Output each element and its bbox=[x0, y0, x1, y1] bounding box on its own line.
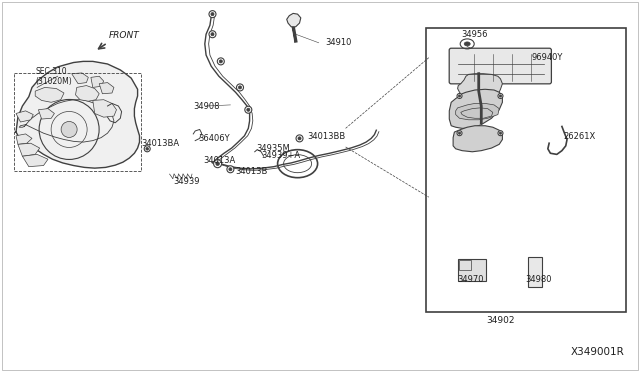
Circle shape bbox=[216, 162, 220, 166]
Text: 34980: 34980 bbox=[525, 275, 551, 283]
Bar bbox=[14, 73, 141, 171]
Text: 34956: 34956 bbox=[461, 30, 487, 39]
Circle shape bbox=[144, 146, 150, 152]
Circle shape bbox=[457, 131, 462, 136]
Ellipse shape bbox=[464, 42, 470, 46]
Circle shape bbox=[498, 93, 503, 99]
Polygon shape bbox=[38, 109, 54, 119]
Text: 36406Y: 36406Y bbox=[198, 134, 230, 143]
Bar bbox=[459, 260, 471, 270]
Text: 34013A: 34013A bbox=[204, 156, 236, 165]
Text: X349001R: X349001R bbox=[570, 347, 624, 357]
Text: 96940Y: 96940Y bbox=[531, 53, 563, 62]
Text: 34939: 34939 bbox=[173, 177, 199, 186]
Text: 34935M: 34935M bbox=[256, 144, 290, 153]
Text: SEC.310
(31020M): SEC.310 (31020M) bbox=[35, 67, 72, 86]
Circle shape bbox=[499, 95, 502, 97]
Circle shape bbox=[239, 86, 241, 89]
Text: FRONT: FRONT bbox=[109, 31, 140, 40]
Circle shape bbox=[457, 93, 462, 99]
Bar bbox=[528, 257, 542, 287]
Circle shape bbox=[146, 147, 148, 150]
Circle shape bbox=[245, 106, 252, 113]
Polygon shape bbox=[287, 13, 301, 27]
Polygon shape bbox=[458, 74, 502, 100]
Polygon shape bbox=[22, 154, 48, 167]
Text: 34902: 34902 bbox=[486, 316, 515, 325]
Circle shape bbox=[458, 132, 461, 134]
Polygon shape bbox=[456, 103, 499, 120]
Polygon shape bbox=[72, 73, 88, 84]
Circle shape bbox=[209, 31, 216, 38]
Polygon shape bbox=[16, 61, 140, 168]
Polygon shape bbox=[16, 111, 33, 122]
Circle shape bbox=[229, 168, 232, 171]
Circle shape bbox=[298, 137, 301, 140]
Circle shape bbox=[218, 58, 224, 65]
Text: 34939+A: 34939+A bbox=[261, 151, 300, 160]
Circle shape bbox=[220, 60, 222, 63]
Circle shape bbox=[211, 13, 214, 16]
Circle shape bbox=[209, 11, 216, 17]
Polygon shape bbox=[99, 83, 114, 94]
Bar bbox=[458, 259, 486, 280]
Polygon shape bbox=[449, 89, 502, 128]
Bar bbox=[426, 28, 626, 312]
Text: 34013BA: 34013BA bbox=[141, 139, 179, 148]
Circle shape bbox=[227, 166, 234, 173]
Text: 34013B: 34013B bbox=[236, 167, 268, 176]
Polygon shape bbox=[76, 86, 99, 101]
Circle shape bbox=[214, 160, 221, 168]
Text: 34908: 34908 bbox=[193, 102, 220, 110]
Polygon shape bbox=[91, 76, 104, 87]
Circle shape bbox=[296, 135, 303, 142]
Polygon shape bbox=[35, 87, 64, 102]
Text: 34910: 34910 bbox=[325, 38, 351, 47]
Circle shape bbox=[61, 121, 77, 138]
Polygon shape bbox=[453, 126, 502, 152]
FancyBboxPatch shape bbox=[449, 48, 552, 84]
Text: 34013BB: 34013BB bbox=[307, 132, 346, 141]
Polygon shape bbox=[18, 143, 40, 156]
Text: 34970: 34970 bbox=[458, 275, 484, 283]
Circle shape bbox=[237, 84, 243, 91]
Polygon shape bbox=[461, 108, 493, 118]
Circle shape bbox=[499, 132, 502, 134]
Text: 26261X: 26261X bbox=[563, 132, 595, 141]
Circle shape bbox=[247, 108, 250, 111]
Polygon shape bbox=[93, 100, 116, 117]
Circle shape bbox=[498, 131, 503, 136]
Polygon shape bbox=[16, 134, 32, 144]
Circle shape bbox=[211, 33, 214, 36]
Circle shape bbox=[458, 95, 461, 97]
